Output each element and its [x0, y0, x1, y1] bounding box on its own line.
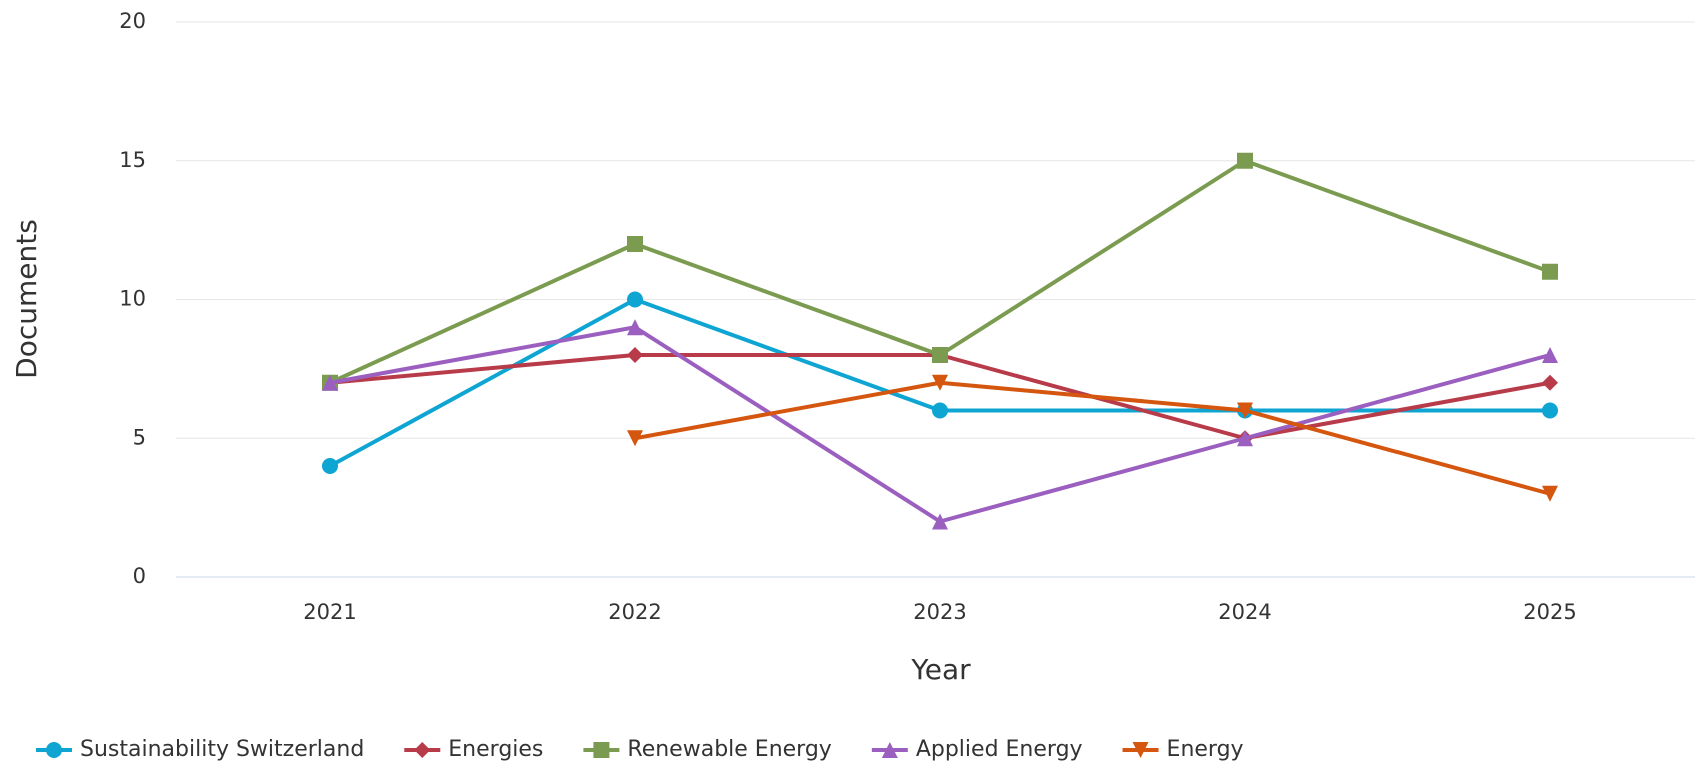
marker: [932, 347, 948, 363]
legend-marker: [414, 742, 431, 758]
legend-label: Energies: [448, 737, 543, 762]
y-tick-label: 0: [133, 564, 146, 588]
marker: [1237, 152, 1253, 169]
marker: [1542, 263, 1558, 280]
x-tick-label: 2024: [1218, 600, 1271, 624]
marker: [1542, 485, 1558, 502]
marker: [1542, 347, 1558, 363]
marker: [932, 374, 948, 391]
x-tick-label: 2021: [303, 600, 356, 624]
marker: [627, 236, 643, 252]
legend-marker: [46, 742, 62, 758]
marker: [322, 374, 338, 391]
marker: [1542, 374, 1558, 391]
y-tick-label: 20: [119, 9, 146, 33]
marker: [1237, 430, 1253, 447]
marker: [627, 319, 643, 336]
legend-item: Energy: [1122, 737, 1244, 762]
x-tick-label: 2025: [1523, 600, 1576, 624]
y-tick-label: 5: [133, 425, 146, 449]
marker: [932, 513, 948, 530]
legend-marker: [881, 742, 898, 758]
x-axis-title: Year: [910, 653, 971, 686]
series-line: [634, 380, 1551, 496]
legend-label: Renewable Energy: [627, 737, 831, 762]
marker: [1542, 402, 1558, 419]
legend-marker: [593, 742, 610, 758]
legend-label: Applied Energy: [916, 737, 1083, 762]
marker: [627, 430, 643, 447]
legend-item: Energies: [404, 737, 543, 762]
marker: [932, 402, 948, 419]
x-tick-label: 2023: [913, 600, 966, 624]
legend-label: Sustainability Switzerland: [80, 737, 364, 762]
marker: [627, 347, 643, 363]
series-line: [329, 353, 1551, 441]
legend-item: Applied Energy: [871, 737, 1083, 762]
legend-item: Sustainability Switzerland: [36, 737, 364, 762]
marker: [627, 291, 643, 308]
y-axis-title: Documents: [10, 219, 43, 379]
legend-marker: [1132, 742, 1149, 758]
marker: [1237, 402, 1253, 419]
legend-label: Energy: [1167, 737, 1244, 762]
x-tick-label: 2022: [608, 600, 661, 624]
legend-item: Renewable Energy: [583, 737, 832, 762]
y-tick-label: 10: [119, 287, 146, 311]
y-tick-label: 15: [119, 148, 146, 172]
marker: [322, 458, 338, 474]
